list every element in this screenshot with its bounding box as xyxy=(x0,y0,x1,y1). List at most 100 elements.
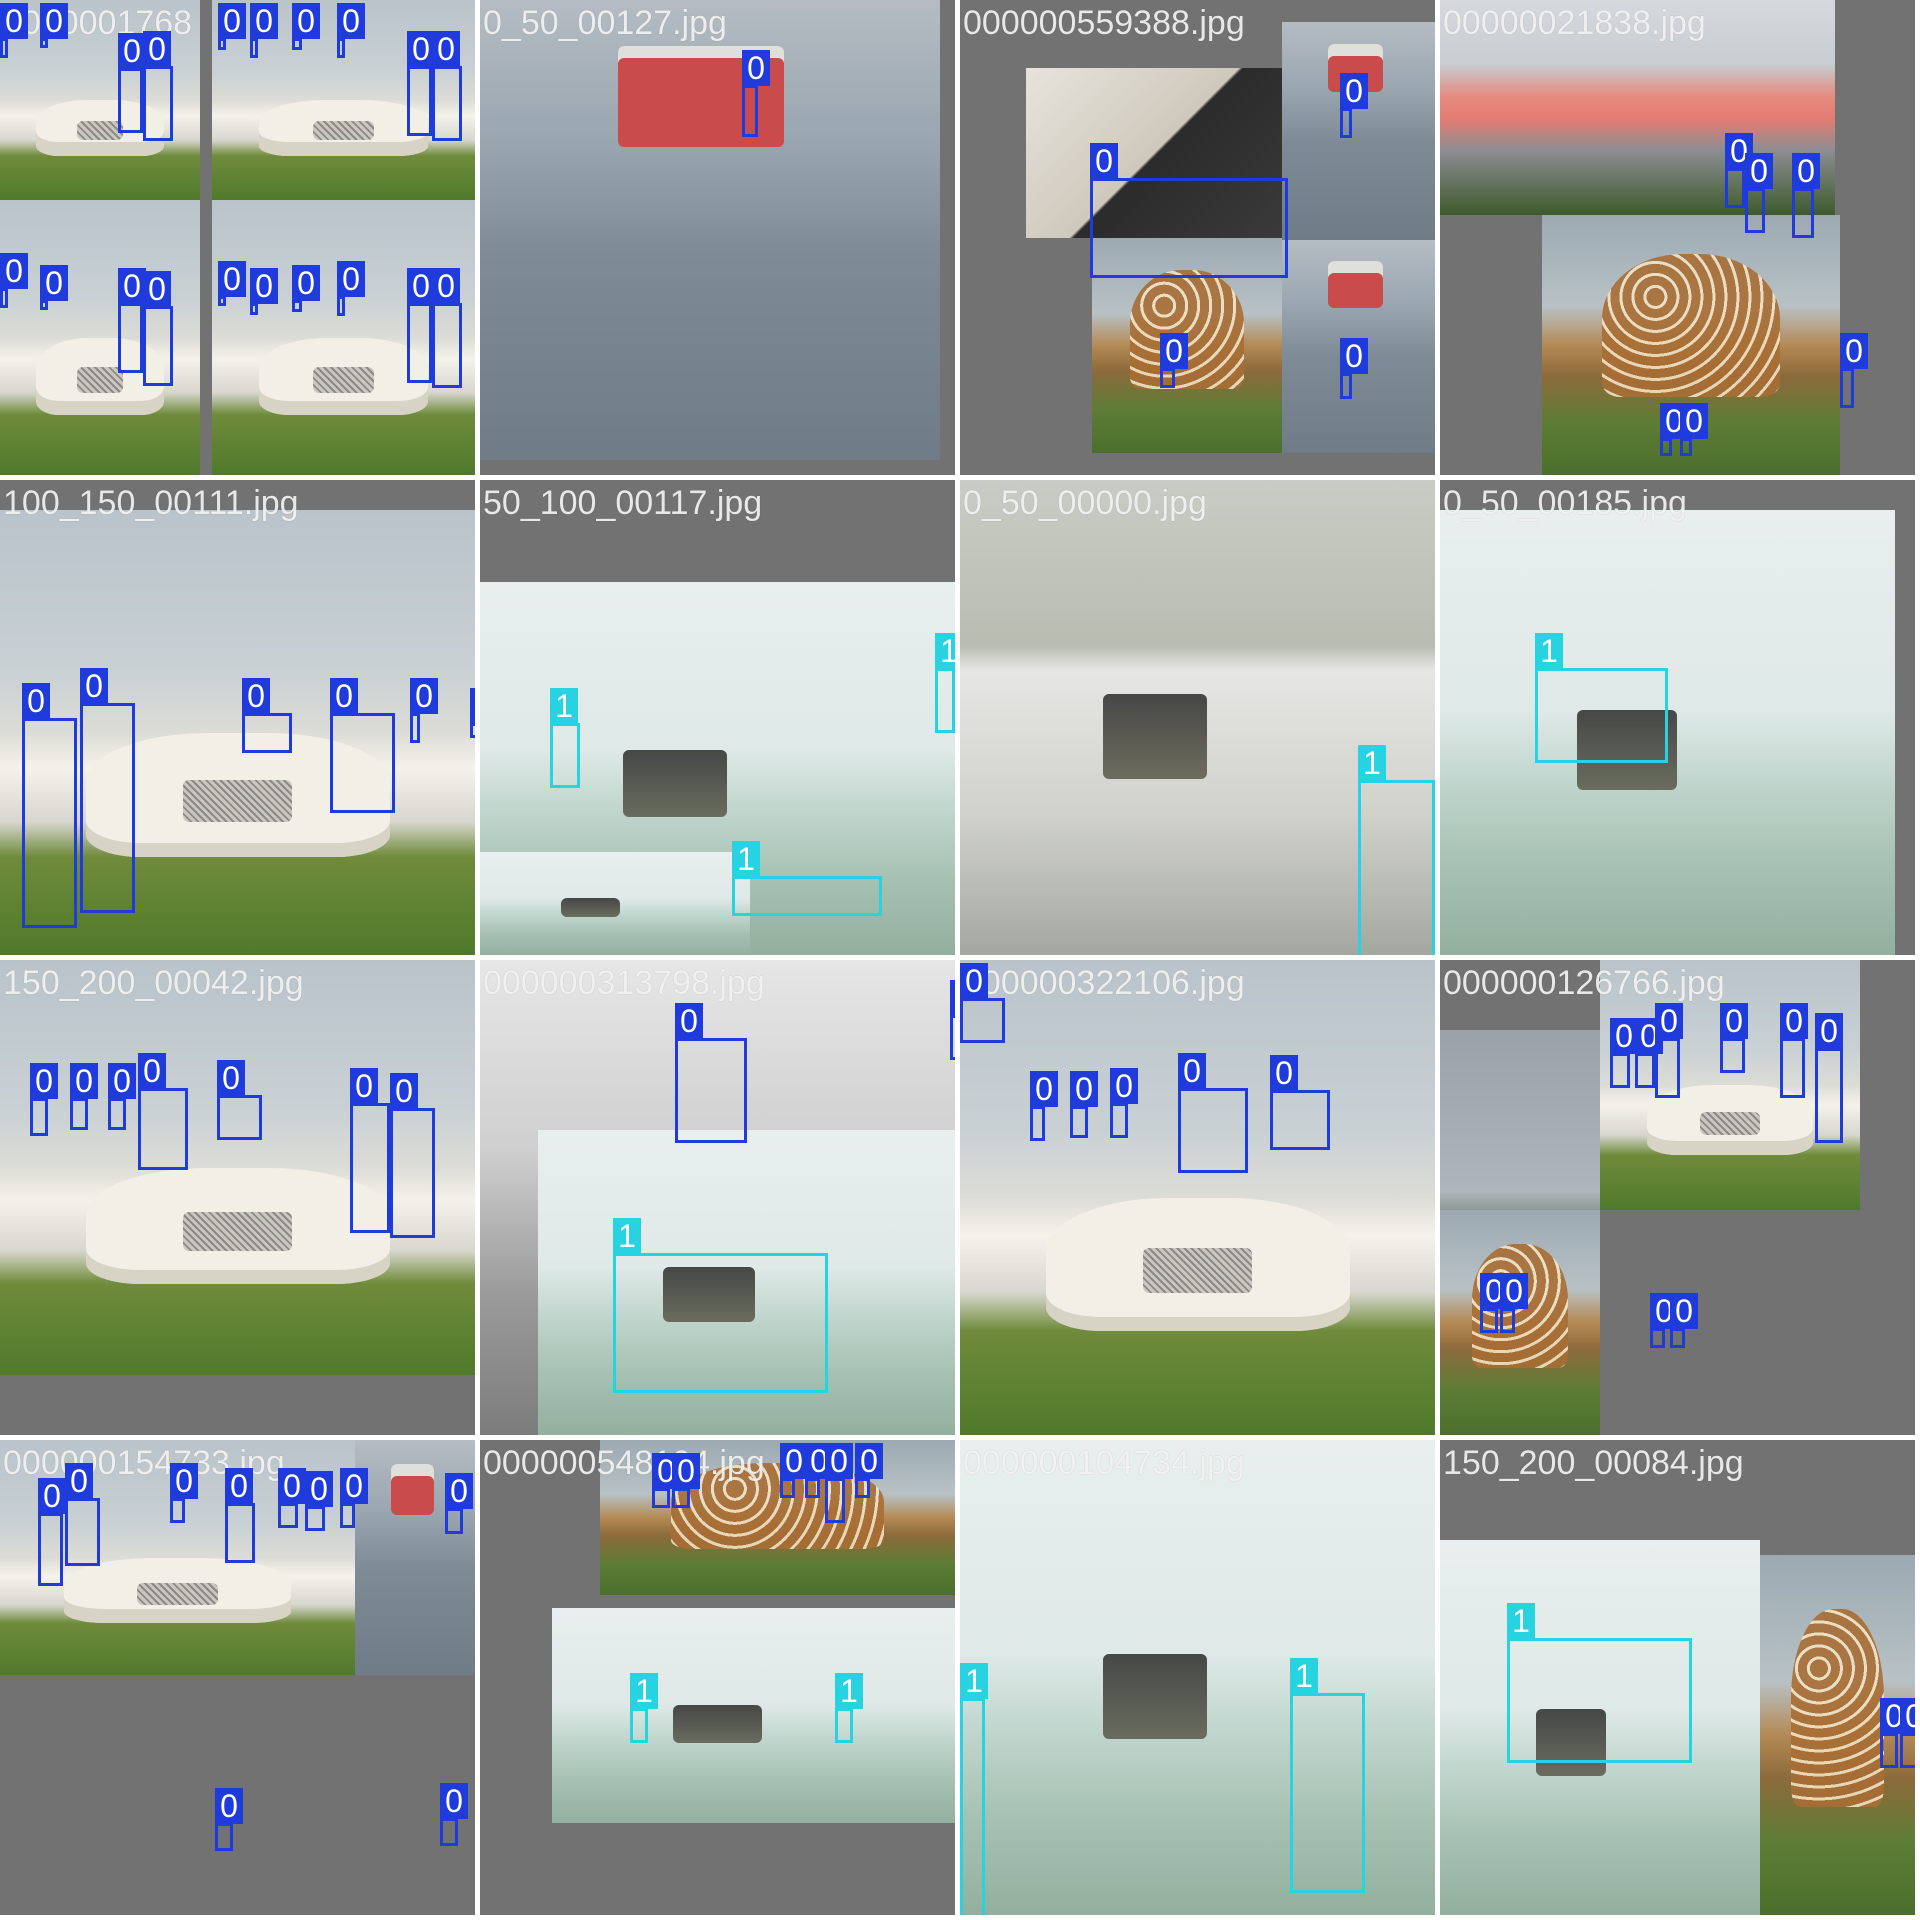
detection-label: 0 xyxy=(218,3,246,39)
detection-box-class-0: 0 xyxy=(1090,143,1288,278)
robot-shape xyxy=(622,749,727,817)
robot-shape xyxy=(1576,710,1677,791)
detection-label: 0 xyxy=(1900,1698,1915,1734)
car-grille xyxy=(136,1582,219,1605)
car-grille xyxy=(1700,1111,1760,1136)
mosaic-tile: 0_50_00185.jpg 1 xyxy=(1440,480,1915,955)
detection-box-class-0: 0 xyxy=(337,3,365,58)
detection-box-class-0: 0 xyxy=(118,268,146,373)
detection-box-class-0: 0 xyxy=(250,3,278,58)
giraffe-shape xyxy=(1791,1609,1884,1807)
mosaic-photo-lab xyxy=(538,1130,955,1435)
detection-label: 0 xyxy=(70,1063,98,1099)
detection-box-class-0: 0 xyxy=(390,1073,435,1238)
robot-shape xyxy=(1102,1653,1207,1740)
mosaic-photo-giraffe xyxy=(1440,1210,1600,1435)
detection-box-class-0: 0 xyxy=(825,1443,853,1523)
detection-label: 0 xyxy=(0,253,28,289)
detection-label: 0 xyxy=(1340,338,1368,374)
detection-box-class-0: 0 xyxy=(292,265,320,312)
detection-box-class-0: 0 xyxy=(80,668,135,913)
car-shape xyxy=(85,1167,390,1284)
detection-box-class-0: 0 xyxy=(138,1053,188,1170)
detection-label: 1 xyxy=(835,1673,863,1709)
detection-label: 0 xyxy=(825,1443,853,1479)
detection-label: 0 xyxy=(1780,1003,1808,1039)
detection-box-class-0: 0 xyxy=(170,1463,198,1523)
mosaic-photo-lab xyxy=(552,1608,955,1823)
detection-label: 0 xyxy=(118,33,146,69)
detection-box-class-0: 0 xyxy=(1340,338,1368,399)
mosaic-photo-lab xyxy=(480,852,750,955)
detection-box-class-0: 0 xyxy=(1030,1071,1058,1141)
car-grille xyxy=(1142,1248,1253,1294)
detection-label: 0 xyxy=(30,1063,58,1099)
detection-box-class-0: 0 xyxy=(1500,1273,1528,1333)
detection-label: 0 xyxy=(108,1063,136,1099)
mosaic-tile: 0000001768 0 0 0 0 0 0 0 0 0 0 0 0 0 0 0 0 0 0 0 0 xyxy=(0,0,475,475)
tile-filename: 000000313798.jpg xyxy=(483,964,765,1002)
detection-label: 0 xyxy=(242,678,270,714)
detection-box-class-0: 0 xyxy=(218,3,246,50)
mosaic-tile: 000000126766.jpg 0 0 0 0 0 0 0 0 0 0 xyxy=(1440,960,1915,1435)
detection-box-class-0: 0 xyxy=(225,1468,255,1563)
detection-label: 0 xyxy=(330,678,358,714)
detection-box-class-0: 0 xyxy=(1725,133,1753,208)
mosaic-photo-car-grass xyxy=(960,960,1435,1435)
detection-label: 0 xyxy=(432,31,460,67)
detection-label: 0 xyxy=(350,1068,378,1104)
detection-box-class-0: 0 xyxy=(432,31,462,141)
detection-label: 0 xyxy=(337,3,365,39)
detection-label: 0 xyxy=(1680,403,1708,439)
detection-label: 0 xyxy=(337,261,365,297)
detection-box-class-0: 0 xyxy=(1745,153,1773,233)
mosaic-photo-lab-gray xyxy=(960,480,1435,955)
detection-box-class-1: 1 xyxy=(613,1218,828,1393)
detection-label: 0 xyxy=(1840,333,1868,369)
car-grille xyxy=(313,121,374,141)
tile-filename: 100_150_00111.jpg xyxy=(3,484,299,522)
detection-label: 0 xyxy=(215,1788,243,1824)
detection-label: 1 xyxy=(1507,1603,1535,1639)
detection-label: 0 xyxy=(1340,73,1368,109)
detection-label: 0 xyxy=(1090,143,1118,179)
robot-shape xyxy=(663,1267,755,1323)
detection-label: 1 xyxy=(550,688,578,724)
robot-shape xyxy=(672,1704,762,1744)
detection-box-class-0: 0 xyxy=(330,678,395,813)
detection-box-class-0: 0 xyxy=(1480,1273,1508,1333)
detection-label: 0 xyxy=(65,1463,93,1499)
detection-box-class-1: 1 xyxy=(935,633,955,733)
detection-box-class-1: 1 xyxy=(630,1673,658,1743)
detection-box-class-1: 1 xyxy=(960,1663,988,1915)
detection-label: 0 xyxy=(742,50,770,86)
tile-filename: 000000548104.jpg xyxy=(483,1444,765,1482)
mosaic-tile: 00000021838.jpg 0 0 0 0 0 0 xyxy=(1440,0,1915,475)
detection-box-class-0: 0 xyxy=(215,1788,243,1851)
car-grille xyxy=(182,1211,293,1252)
detection-box-class-0: 0 xyxy=(143,31,173,141)
detection-box-class-0: 0 xyxy=(65,1463,100,1566)
detection-box-class-0: 0 xyxy=(780,1443,808,1498)
car-shape xyxy=(259,100,428,156)
detection-label: 0 xyxy=(1270,1055,1298,1091)
tile-filename: 0_50_00127.jpg xyxy=(483,4,727,42)
detection-label: 0 xyxy=(292,265,320,301)
mosaic-photo-lab xyxy=(960,1440,1435,1915)
tile-filename: 0_50_00000.jpg xyxy=(963,484,1207,522)
detection-label: 0 xyxy=(170,1463,198,1499)
detection-label: 0 xyxy=(1670,1293,1698,1329)
mosaic-photo-car-grass xyxy=(0,960,475,1375)
detection-box-class-0: 0 xyxy=(1815,1013,1843,1143)
detection-box-class-0: 0 xyxy=(1650,1293,1678,1348)
detection-label: 0 xyxy=(432,268,460,304)
detection-label: 0 xyxy=(440,1783,468,1819)
car-shape xyxy=(85,732,390,858)
detection-box-class-0: 0 xyxy=(805,1443,833,1498)
detection-label: 1 xyxy=(613,1218,641,1254)
mosaic-tile: 000000104734.jpg 1 1 xyxy=(960,1440,1435,1915)
detection-box-class-0: 0 xyxy=(1110,1068,1138,1138)
detection-label: 0 xyxy=(1610,1018,1638,1054)
car-grille xyxy=(76,121,124,141)
